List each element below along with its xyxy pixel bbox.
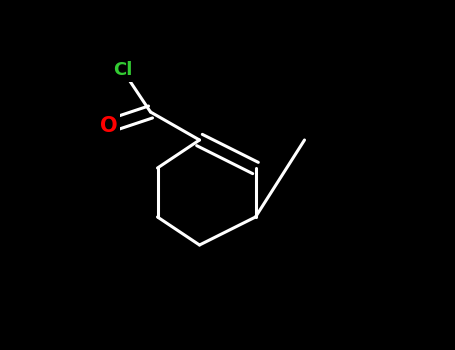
Text: O: O <box>100 116 117 136</box>
Text: Cl: Cl <box>113 61 132 79</box>
